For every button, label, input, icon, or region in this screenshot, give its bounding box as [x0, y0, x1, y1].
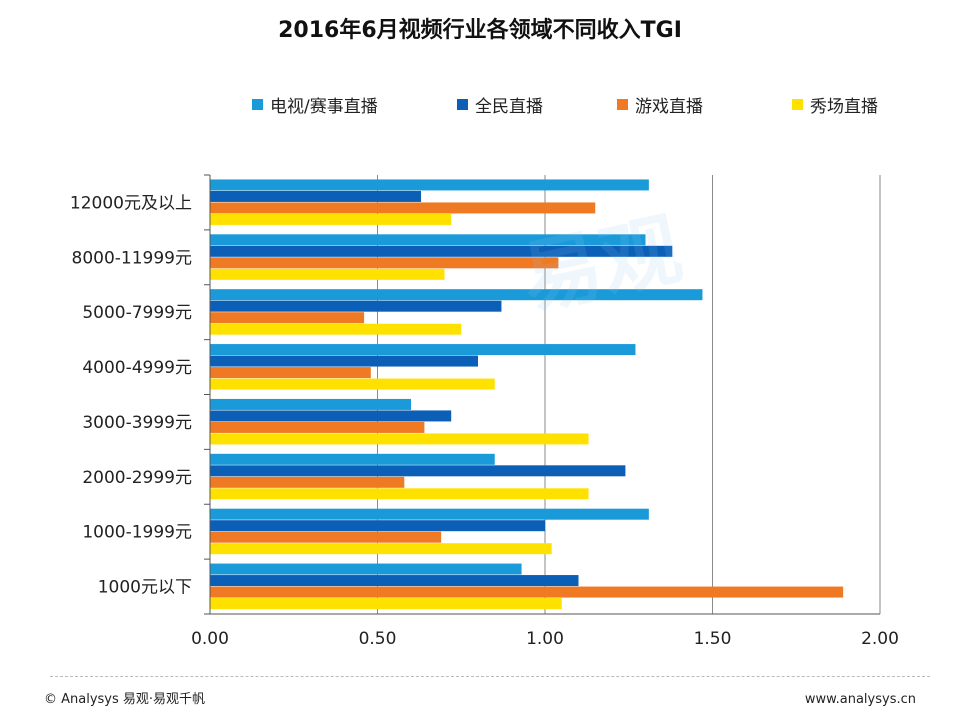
bar-1-7: [210, 575, 579, 587]
category-label-2: 5000-7999元: [82, 303, 192, 323]
x-tick-label-1: 0.50: [359, 629, 397, 649]
bar-2-2: [210, 312, 365, 324]
bar-0-0: [210, 179, 649, 191]
bar-2-0: [210, 202, 596, 214]
x-tick-label-0: 0.00: [191, 629, 229, 649]
bar-2-7: [210, 586, 844, 598]
bar-3-3: [210, 378, 495, 390]
bar-0-3: [210, 344, 636, 356]
bar-0-5: [210, 453, 495, 465]
bar-1-4: [210, 410, 452, 422]
legend-item-2: 游戏直播: [617, 92, 703, 117]
legend-label: 游戏直播: [635, 96, 703, 117]
category-label-5: 2000-2999元: [82, 468, 192, 488]
bar-0-2: [210, 289, 703, 301]
legend-label: 全民直播: [475, 96, 543, 117]
category-label-7: 1000元以下: [98, 578, 192, 598]
legend-item-0: 电视/赛事直播: [252, 92, 378, 117]
bar-3-5: [210, 488, 589, 500]
x-tick-label-4: 2.00: [861, 629, 899, 649]
legend-swatch: [457, 98, 468, 110]
bar-3-1: [210, 268, 445, 280]
bar-2-5: [210, 476, 405, 488]
legend-label: 秀场直播: [810, 96, 878, 117]
legend-item-1: 全民直播: [457, 92, 543, 117]
bar-0-1: [210, 234, 646, 246]
bar-3-0: [210, 213, 452, 225]
legend-swatch: [617, 98, 628, 110]
bar-3-6: [210, 543, 552, 555]
website-url: www.analysys.cn: [804, 692, 916, 707]
legend-swatch: [792, 98, 803, 110]
category-label-3: 4000-4999元: [82, 358, 192, 378]
category-label-0: 12000元及以上: [70, 193, 192, 213]
legend-swatch: [252, 98, 263, 110]
bar-3-2: [210, 323, 462, 335]
bar-3-4: [210, 433, 589, 445]
footer-divider: [50, 676, 930, 677]
bar-2-1: [210, 257, 559, 269]
chart-title: 2016年6月视频行业各领域不同收入TGI: [278, 18, 682, 43]
bar-2-6: [210, 531, 442, 543]
bar-1-5: [210, 465, 626, 477]
category-label-4: 3000-3999元: [82, 413, 192, 433]
bar-1-1: [210, 245, 673, 257]
legend-label: 电视/赛事直播: [270, 96, 378, 117]
bar-1-3: [210, 355, 478, 367]
bar-1-2: [210, 300, 502, 312]
category-label-1: 8000-11999元: [72, 248, 192, 268]
legend: 电视/赛事直播 全民直播 游戏直播 秀场直播: [252, 92, 932, 117]
bar-1-6: [210, 520, 545, 532]
category-label-6: 1000-1999元: [82, 523, 192, 543]
legend-item-3: 秀场直播: [792, 92, 878, 117]
x-tick-label-3: 1.50: [694, 629, 732, 649]
bar-0-7: [210, 563, 522, 575]
bar-1-0: [210, 190, 422, 202]
bar-0-6: [210, 508, 649, 520]
bar-2-4: [210, 421, 425, 433]
bar-2-3: [210, 367, 371, 379]
x-tick-label-2: 1.00: [526, 629, 564, 649]
bar-3-7: [210, 598, 562, 610]
bar-0-4: [210, 398, 411, 410]
copyright-text: © Analysys 易观·易观千帆: [44, 692, 206, 707]
